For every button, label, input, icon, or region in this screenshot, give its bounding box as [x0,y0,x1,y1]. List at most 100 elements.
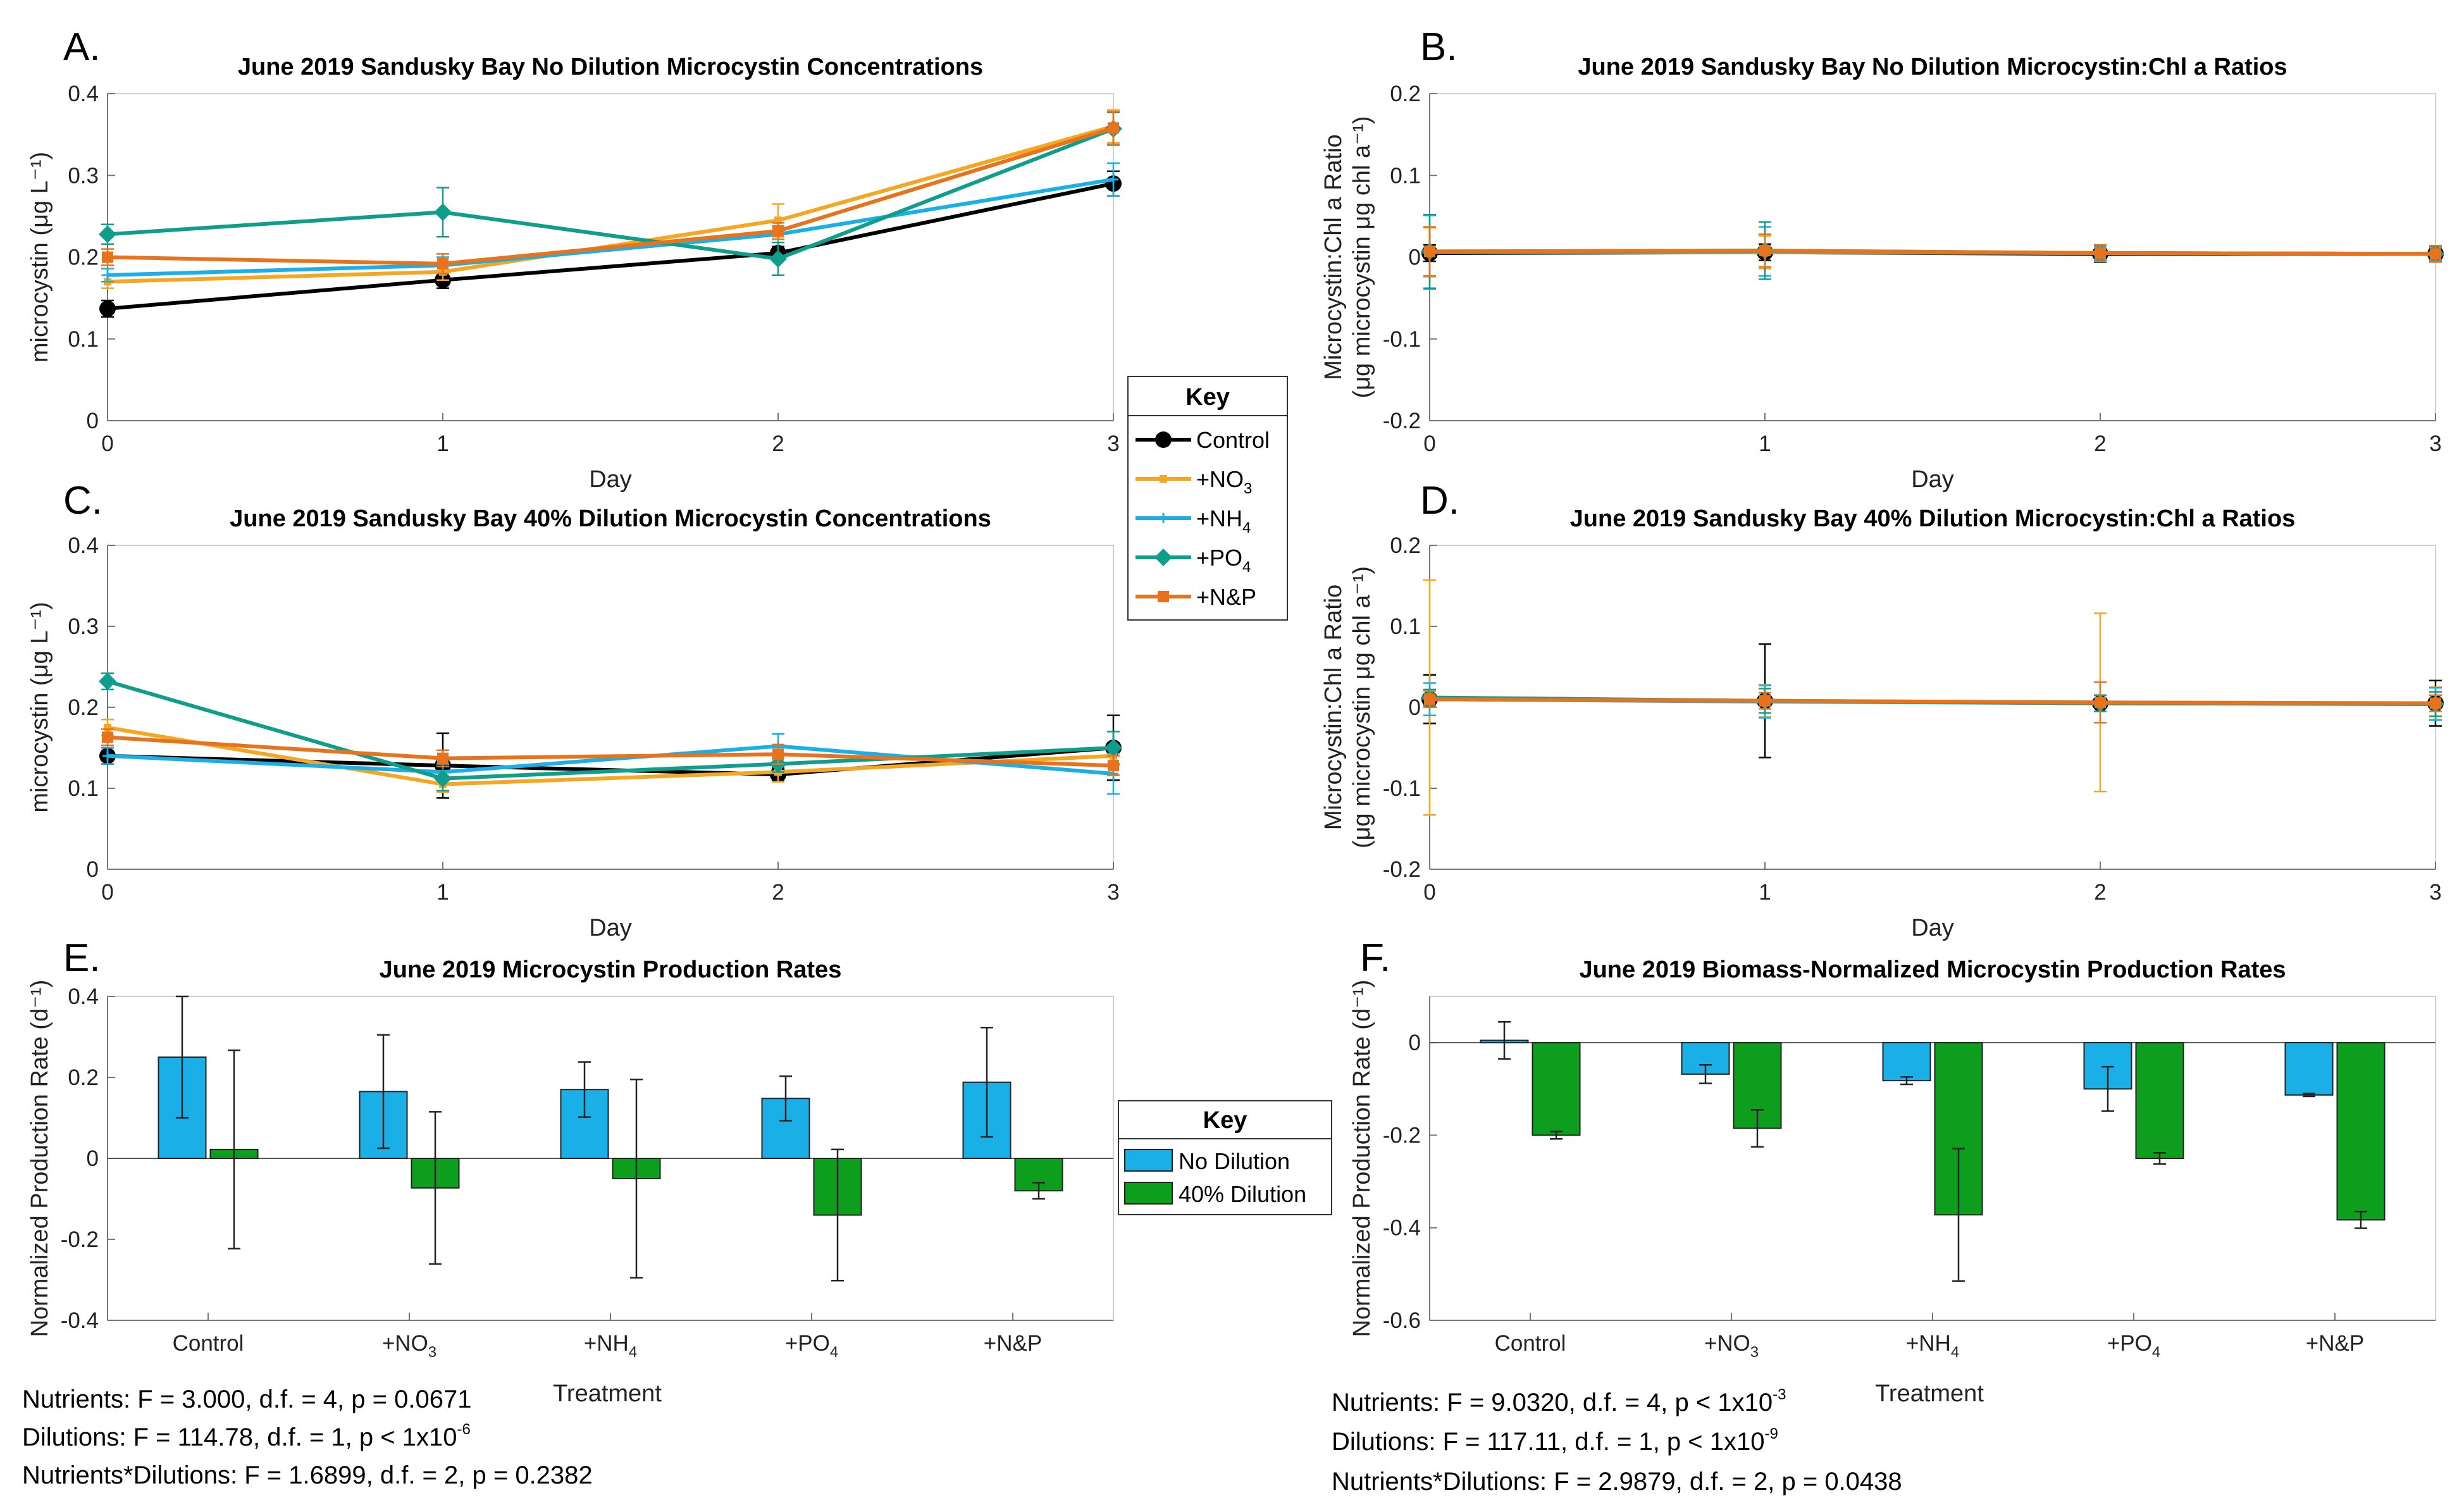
y-tick-label: 0.2 [1390,533,1421,558]
data-point [99,672,116,691]
error-bar [1498,1020,1511,1060]
data-point [772,225,784,237]
y-tick-label: -0.4 [61,1308,99,1333]
legend-label: 40% Dilution [1179,1181,1306,1207]
data-point [1108,174,1118,185]
stats-line-2: Dilutions: F = 114.78, d.f. = 1, p < 1x1… [22,1421,471,1451]
stats-line-1: Nutrients: F = 3.000, d.f. = 4, p = 0.06… [22,1385,471,1413]
error-bar [1751,1108,1764,1148]
x-tick-label: 0 [101,431,113,456]
y-tick-label: 0.2 [1390,82,1421,106]
x-tick-label-sub: 3 [428,1344,436,1361]
x-tick-label-sub: 3 [1750,1344,1759,1361]
x-tick-label: 3 [1107,880,1119,905]
y-axis-label: Normalized Production Rate (d⁻¹) [27,980,53,1337]
data-point [102,750,113,761]
bar-40% Dilution [2336,1042,2386,1221]
x-tick-label-text: +NH [584,1331,629,1356]
x-tick-label: +NO3 [382,1331,436,1361]
y-tick-label: 0.2 [68,1065,99,1090]
chart-title: June 2019 Microcystin Production Rates [380,957,842,983]
legend-label-text: +NH [1196,505,1242,531]
legend-box [1127,376,1288,621]
plot-area [107,93,1114,421]
series-line [107,726,1114,786]
y-tick-label: -0.1 [1383,327,1421,352]
y-tick-label: 0 [1409,1031,1421,1055]
error-bar [429,1111,442,1265]
error-bar [1550,1131,1563,1140]
stats-exponent: -9 [1765,1425,1778,1442]
series-+N&P [101,728,1120,776]
x-tick-label: +NO3 [1704,1331,1759,1361]
series-line [1429,697,2436,705]
bar-40% Dilution [1934,1042,1983,1216]
y-tick-label: 0 [87,857,99,882]
y-tick-label: 0.2 [68,695,99,720]
x-tick-label: +PO4 [2107,1331,2160,1361]
x-tick-label: +NH4 [1906,1331,1959,1361]
legend-label: +N&P [1196,584,1256,610]
error-bar [228,1049,240,1249]
error-bar [630,1078,643,1279]
chart-title: June 2019 Sandusky Bay No Dilution Micro… [238,54,983,80]
plot-area [107,545,1114,870]
data-point [1759,695,1771,707]
x-axis-label: Day [589,466,632,493]
x-tick-label: +N&P [2306,1331,2364,1356]
stats-E: Nutrients: F = 3.000, d.f. = 4, p = 0.06… [22,1385,593,1489]
legend-label-text: Control [1196,427,1270,453]
legend-bars: Key No Dilution 40% Dilution [1118,1100,1332,1215]
data-point [102,731,113,743]
error-bar [2355,1210,2367,1229]
plot-area [1429,545,2436,870]
y-axis-label-units: (μg microcystin μg chl a⁻¹) [1349,566,1375,848]
chart-panel-C: C. June 2019 Sandusky Bay 40% Dilution Mi… [27,479,1122,941]
x-tick-label-text: +NH [1906,1331,1951,1356]
data-point [1424,693,1435,705]
series-line [107,127,1115,261]
stats-F: Nutrients: F = 9.0320, d.f. = 4, p < 1x1… [1332,1386,1902,1496]
legend-label: No Dilution [1179,1148,1290,1174]
plot-area [1429,996,2436,1321]
chart-panel-E: E. June 2019 Microcystin Production Rates… [27,936,1114,1361]
x-tick-label: 2 [772,431,784,456]
stats-text: Nutrients: F = 9.0320, d.f. = 4, p < 1x1… [1332,1389,1773,1416]
y-tick-label: 0.3 [68,163,99,188]
y-tick-label: -0.4 [1383,1216,1421,1241]
chart-title: June 2019 Sandusky Bay 40% Dilution Micr… [1570,505,2296,532]
legend-swatch [1124,1149,1173,1172]
stats-exponent: -6 [457,1421,470,1438]
x-tick-label: 1 [436,880,449,905]
error-bar [176,995,189,1119]
data-point [102,251,113,263]
bar-No Dilution [1882,1042,1931,1082]
chart-title: June 2019 Sandusky Bay No Dilution Micro… [1578,54,2287,80]
x-tick-label-sub: 4 [629,1344,637,1361]
error-bar [779,1075,792,1122]
data-point [2430,697,2441,709]
series-line [107,735,1114,768]
y-axis-label: microcystin (μg L⁻¹) [27,152,53,363]
stats-line-2: Dilutions: F = 117.11, d.f. = 1, p < 1x1… [1332,1425,1778,1456]
legend-label: Control [1196,427,1270,453]
stats-line-3: Nutrients*Dilutions: F = 1.6899, d.f. = … [22,1461,593,1489]
data-point [2095,247,2106,259]
data-point [2095,697,2106,709]
data-point [99,225,116,244]
y-tick-label: 0.4 [68,82,99,106]
error-bar [2153,1151,2166,1165]
y-tick-label: 0.4 [68,533,99,558]
x-tick-label-text: +PO [2107,1331,2152,1356]
chart-title: June 2019 Biomass-Normalized Microcystin… [1579,957,2286,983]
x-tick-label-text: +PO [785,1331,830,1356]
bar-No Dilution [2284,1042,2334,1096]
error-bar [2101,1065,2114,1112]
x-tick-label: 0 [101,880,113,905]
y-axis-label: Microcystin:Chl a Ratio [1320,134,1347,380]
data-point [102,270,113,280]
data-point [772,748,784,760]
x-tick-label: +N&P [984,1331,1042,1356]
data-point [1105,739,1122,757]
